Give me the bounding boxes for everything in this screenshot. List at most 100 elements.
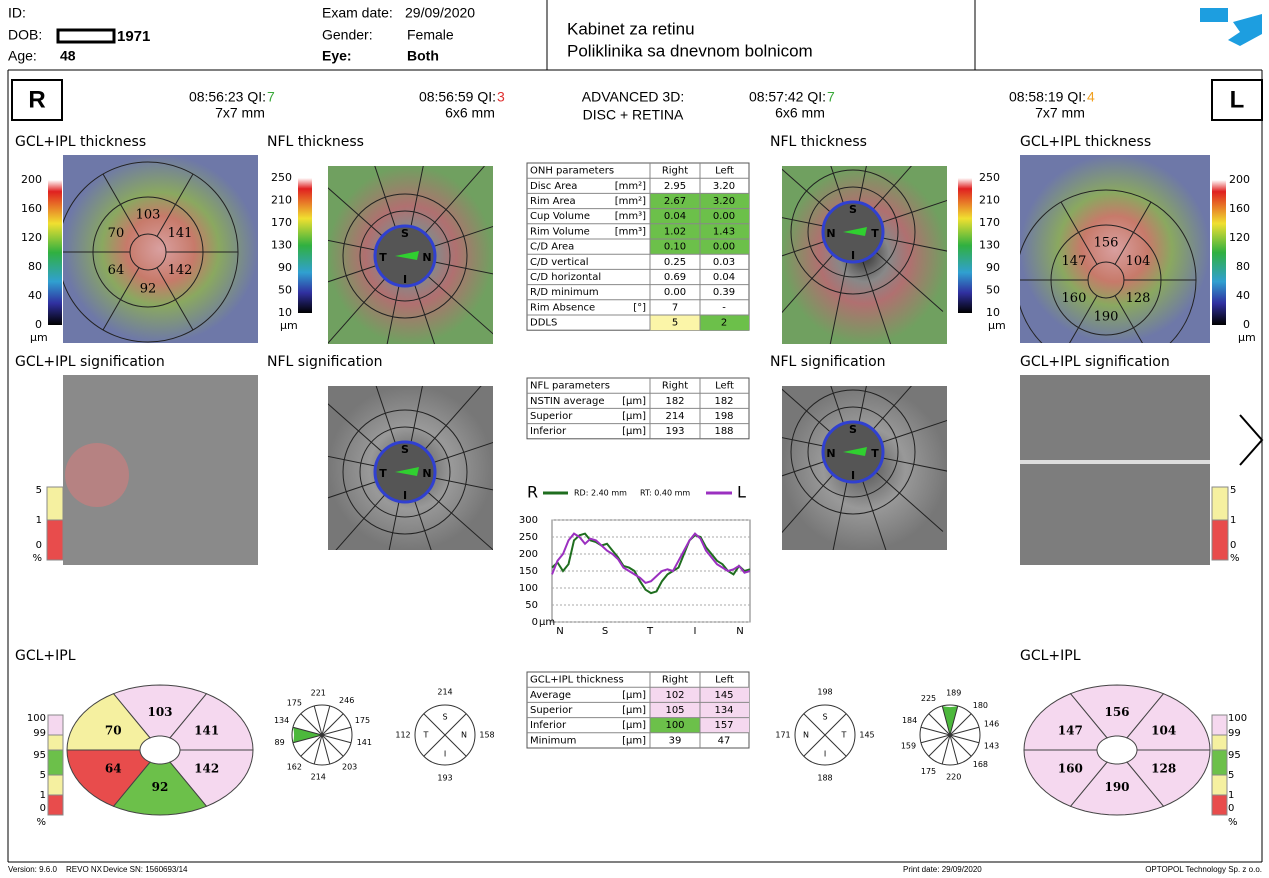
scale-label: 210: [979, 194, 1000, 207]
table-cell: 1.02: [664, 226, 686, 237]
scale-label: 5: [36, 485, 42, 496]
label: 7x7 mm: [215, 105, 265, 121]
sector-value: 103: [136, 208, 161, 223]
table-cell: 182: [714, 396, 733, 407]
panel-title: NFL thickness: [267, 134, 364, 150]
panel-title: NFL signification: [267, 354, 383, 370]
table-cell: 0.69: [664, 272, 686, 283]
quadrant-value: 214: [437, 688, 452, 697]
quadrant-letter: I: [824, 750, 826, 759]
table-cell: 145: [714, 690, 733, 701]
next-arrow[interactable]: [1240, 415, 1262, 465]
quadrant-letter: I: [851, 469, 855, 482]
label: DISC + RETINA: [583, 107, 684, 123]
label: Eye:: [322, 48, 352, 64]
scale-unit: %: [1228, 817, 1238, 828]
image-group: [287, 354, 522, 589]
percentile-band: [48, 775, 63, 795]
scale-label: 250: [271, 171, 292, 184]
percentile-band: [48, 715, 63, 735]
label: 1971: [117, 28, 150, 45]
percentile-band: [48, 795, 63, 815]
scale-label: 80: [1236, 260, 1250, 273]
color-bar: [958, 178, 972, 313]
quadrant-letter: T: [871, 227, 879, 240]
legend-note: RT: 0.40 mm: [640, 489, 690, 498]
table-cell: 7: [672, 302, 678, 313]
table-cell: [µm]: [622, 705, 646, 716]
table-cell: 3.20: [713, 196, 735, 207]
table-cell: 134: [714, 705, 733, 716]
image-group: [1016, 155, 1210, 370]
table-cell: [mm³]: [615, 226, 646, 237]
label: Kabinet za retinu: [567, 19, 695, 38]
quadrant-letter: T: [423, 731, 429, 740]
clock-value: 175: [287, 698, 302, 707]
scale-label: 210: [271, 194, 292, 207]
scale-label: 100: [1228, 713, 1247, 724]
quadrant-letter: S: [849, 423, 857, 436]
scale-label: 160: [1229, 202, 1250, 215]
clock-value: 189: [946, 689, 961, 698]
tsnit-line: [552, 534, 750, 583]
table-cell: [mm²]: [615, 196, 646, 207]
table-cell: 0.03: [713, 257, 735, 268]
sector-value: 160: [1062, 291, 1087, 306]
sector-value: 104: [1126, 254, 1151, 269]
quadrant-letter: T: [871, 447, 879, 460]
table-cell: Average: [530, 690, 571, 701]
panel-title: NFL signification: [770, 354, 886, 370]
table-cell: [µm]: [622, 426, 646, 437]
scale-label: 5: [1230, 485, 1236, 496]
clock-value: 159: [901, 741, 916, 750]
table-cell: 193: [665, 426, 684, 437]
scale-label: 99: [33, 728, 46, 739]
label: 4: [1087, 89, 1095, 105]
image-group: [58, 155, 258, 343]
clock-value: 184: [902, 716, 917, 725]
label: L: [1230, 86, 1245, 113]
scale-label: 50: [986, 284, 1000, 297]
scale-label: 0: [35, 318, 42, 331]
label: Age:: [8, 48, 37, 64]
color-bar: [298, 178, 312, 313]
quadrant-letter: N: [803, 731, 809, 740]
color-bar: [48, 180, 62, 325]
label: Print date: 29/09/2020: [903, 865, 982, 874]
panel-title: NFL thickness: [770, 134, 867, 150]
scale-label: 0: [1230, 540, 1236, 551]
quadrant-letter: N: [826, 447, 835, 460]
clock-value: 214: [311, 772, 326, 781]
scale-label: 130: [979, 239, 1000, 252]
table-cell: -: [722, 302, 726, 313]
panel-title: GCL+IPL thickness: [1020, 134, 1151, 150]
sector-value: 156: [1094, 236, 1119, 251]
table-cell: 214: [665, 411, 684, 422]
table-header: Left: [715, 166, 734, 177]
y-tick-label: 250: [519, 532, 538, 543]
sector-value: 70: [105, 724, 122, 738]
label: 08:57:42 QI:: [749, 89, 826, 105]
clock-value: 162: [287, 763, 302, 772]
panel-title: GCL+IPL thickness: [15, 134, 146, 150]
x-tick-label: S: [602, 626, 608, 637]
table-cell: Superior: [530, 705, 573, 716]
quadrant-letter: S: [401, 443, 409, 456]
scale-label: 95: [33, 750, 46, 761]
clock-wedge: [293, 727, 322, 743]
quadrant-letter: I: [403, 489, 407, 502]
table-header: Left: [715, 675, 734, 686]
label: 7: [267, 89, 275, 105]
scale-label: 40: [1236, 289, 1250, 302]
scale-label: 0: [36, 540, 42, 551]
table-cell: 0.00: [713, 242, 735, 253]
label: Exam date:: [322, 5, 393, 21]
table-cell: DDLS: [530, 318, 557, 329]
table-cell: Cup Volume: [530, 211, 590, 222]
table-cell: 0.00: [713, 211, 735, 222]
sector-value: 142: [168, 263, 193, 278]
scale-label: 40: [28, 289, 42, 302]
label: 3: [497, 89, 505, 105]
x-tick-label: T: [646, 626, 654, 637]
table-cell: [µm]: [622, 411, 646, 422]
